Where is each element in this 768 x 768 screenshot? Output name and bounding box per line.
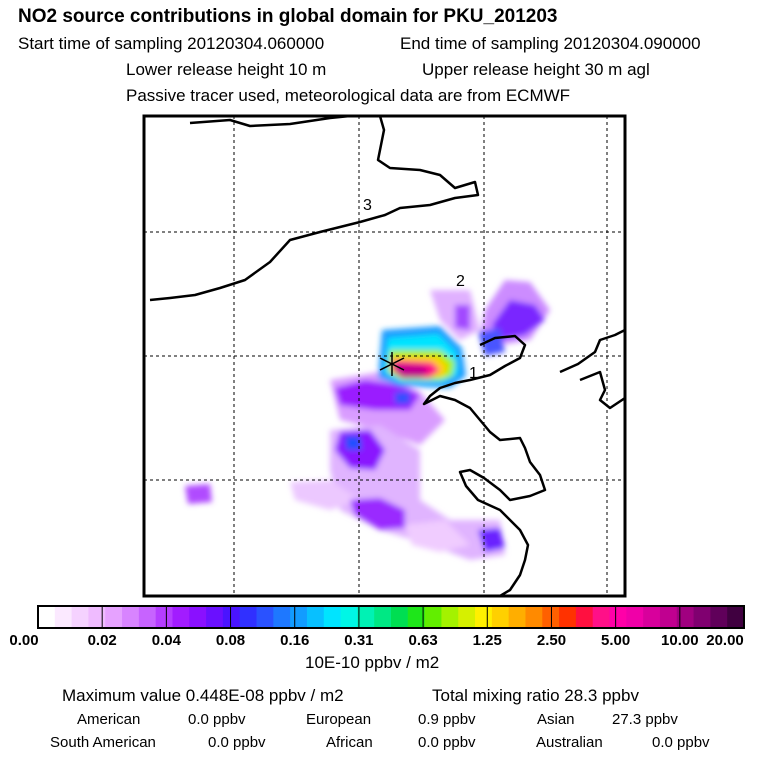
- colorbar-tick-label: 0.63: [408, 632, 438, 649]
- colorbar-swatch: [559, 606, 577, 628]
- colorbar-swatch: [693, 606, 711, 628]
- region-name-american: American: [77, 711, 141, 728]
- colorbar-swatch: [239, 606, 258, 628]
- plot-title: NO2 source contributions in global domai…: [18, 6, 558, 27]
- upper-release-height: Upper release height 30 m agl: [422, 60, 650, 79]
- region-value-asian: 27.3 ppbv: [612, 711, 678, 728]
- colorbar-swatch: [206, 606, 224, 628]
- colorbar-swatch: [659, 606, 678, 628]
- colorbar-swatch: [273, 606, 291, 628]
- colorbar-swatch: [256, 606, 274, 628]
- concentration-field: [185, 280, 550, 560]
- colorbar-swatch: [138, 606, 157, 628]
- colorbar-swatch: [323, 606, 342, 628]
- region-name-european: European: [306, 711, 372, 728]
- colorbar-swatch: [592, 606, 611, 628]
- lower-release-height: Lower release height 10 m: [126, 60, 327, 79]
- region-name-south-american: South American: [50, 734, 156, 751]
- colorbar-swatch: [727, 606, 745, 628]
- colorbar-swatch: [575, 606, 594, 628]
- colorbar-tick-label: 0.31: [344, 632, 374, 649]
- colorbar-tick-label: 0.16: [280, 632, 310, 649]
- region-value-european: 0.9 ppbv: [418, 711, 476, 728]
- colorbar-units: 10E-10 ppbv / m2: [305, 653, 440, 672]
- region-name-australian: Australian: [536, 734, 603, 751]
- colorbar-swatch: [643, 606, 661, 628]
- colorbar-swatch: [189, 606, 207, 628]
- colorbar-swatch: [525, 606, 543, 628]
- colorbar-swatch: [441, 606, 459, 628]
- total-mixing-ratio: Total mixing ratio 28.3 ppbv: [432, 686, 639, 705]
- region-value-american: 0.0 ppbv: [188, 711, 246, 728]
- colorbar-swatch: [71, 606, 90, 628]
- colorbar: [38, 606, 745, 628]
- region-name-african: African: [326, 734, 373, 751]
- colorbar-swatch: [122, 606, 140, 628]
- lat-lon-grid: [144, 116, 625, 596]
- colorbar-swatch: [374, 606, 392, 628]
- colorbar-swatch: [407, 606, 426, 628]
- colorbar-swatch: [626, 606, 644, 628]
- colorbar-swatch: [54, 606, 73, 628]
- sampling-start: Start time of sampling 20120304.060000: [18, 34, 325, 53]
- region-value-australian: 0.0 ppbv: [652, 734, 710, 751]
- maximum-value: Maximum value 0.448E-08 ppbv / m2: [62, 686, 344, 705]
- colorbar-swatch: [172, 606, 190, 628]
- colorbar-swatch: [676, 606, 695, 628]
- colorbar-swatch: [458, 606, 476, 628]
- colorbar-swatch: [424, 606, 443, 628]
- colorbar-swatch: [155, 606, 174, 628]
- colorbar-tick-label: 1.25: [472, 632, 502, 649]
- colorbar-tick-label: 2.50: [536, 632, 567, 649]
- colorbar-swatch: [222, 606, 241, 628]
- colorbar-swatch: [290, 606, 308, 628]
- colorbar-swatch: [710, 606, 728, 628]
- colorbar-tick-label: 10.00: [661, 632, 699, 649]
- colorbar-swatch: [609, 606, 627, 628]
- colorbar-swatch: [391, 606, 409, 628]
- map-frame: [142, 114, 627, 598]
- colorbar-swatch: [475, 606, 493, 628]
- coastlines: [149, 116, 625, 596]
- colorbar-swatch: [340, 606, 358, 628]
- region-value-south-american: 0.0 ppbv: [208, 734, 266, 751]
- colorbar-frame: [37, 605, 745, 629]
- colorbar-swatch: [357, 606, 375, 628]
- colorbar-swatch: [306, 606, 325, 628]
- colorbar-tick-label: 0.08: [215, 632, 246, 649]
- colorbar-tick-label: 20.00: [706, 632, 744, 649]
- region-label-1: 1: [469, 365, 478, 382]
- tracer-note: Passive tracer used, meteorological data…: [126, 86, 571, 105]
- region-label-3: 3: [363, 197, 372, 214]
- colorbar-swatch: [105, 606, 123, 628]
- colorbar-swatch: [508, 606, 527, 628]
- release-point-marker: [379, 352, 405, 376]
- colorbar-tick-label: 5.00: [601, 632, 631, 649]
- colorbar-tick-label: 0.02: [87, 632, 117, 649]
- sampling-end: End time of sampling 20120304.090000: [400, 34, 701, 53]
- region-name-asian: Asian: [537, 711, 575, 728]
- colorbar-swatch: [88, 606, 106, 628]
- colorbar-tick-label: 0.04: [151, 632, 181, 649]
- colorbar-swatch: [38, 606, 56, 628]
- region-label-2: 2: [456, 273, 465, 290]
- colorbar-tick-label: 0.00: [9, 632, 39, 649]
- region-value-african: 0.0 ppbv: [418, 734, 476, 751]
- colorbar-swatch: [491, 606, 510, 628]
